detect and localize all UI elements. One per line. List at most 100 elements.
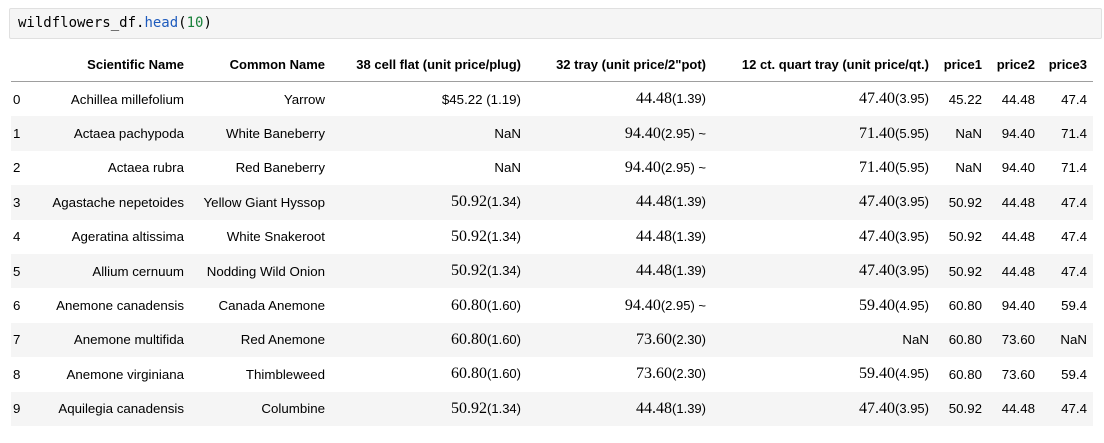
price1-cell: NaN	[935, 116, 988, 151]
price2-cell: 94.40	[1001, 160, 1035, 176]
price2-cell: 44.48	[988, 253, 1041, 289]
code-function: head	[144, 15, 179, 31]
flat-38-cell-unit-price: (1.60)	[487, 366, 521, 382]
price1-cell: 50.92	[948, 229, 982, 245]
price2-cell: 73.60	[988, 322, 1041, 358]
tray-32-cell-unit-price: (1.39)	[672, 194, 706, 210]
price3-cell: 47.4	[1041, 253, 1093, 289]
price2-cell: 44.48	[1001, 91, 1035, 107]
flat-38-cell: 50.92(1.34)	[331, 185, 527, 220]
quart-tray-12-cell: 47.40(3.95)	[712, 391, 935, 426]
tray-32-cell-price: 94.40	[624, 296, 661, 314]
tray-32-cell: 94.40(2.95) ~	[527, 116, 712, 151]
quart-tray-12-cell-price: 47.40	[859, 193, 896, 211]
code-dot: .	[136, 15, 145, 31]
quart-tray-12-cell-price: 47.40	[859, 90, 896, 108]
price2-cell: 94.40	[1001, 298, 1035, 314]
common-name-header: Common Name	[190, 48, 331, 82]
price3-cell: 71.4	[1061, 160, 1087, 176]
tray-32-cell: 44.48(1.39)	[527, 185, 712, 220]
flat-38-cell: NaN	[331, 116, 527, 151]
table-row: 5 Allium cernuum Nodding Wild Onion 50.92(1…	[11, 253, 1093, 289]
code-close-paren: )	[203, 15, 212, 31]
flat-38-cell-unit-price: (1.34)	[487, 194, 521, 210]
flat-38-cell-value: NaN	[494, 126, 521, 142]
flat-38-cell: 50.92(1.34)	[331, 391, 527, 426]
row-index: 3	[11, 185, 35, 220]
price2-cell: 94.40	[988, 116, 1041, 151]
flat-38-cell: 50.92(1.34)	[331, 253, 527, 289]
price2-cell: 44.48	[988, 185, 1041, 220]
quart-tray-12-cell-price: 47.40	[859, 227, 896, 245]
common-name-cell: White Baneberry	[190, 116, 331, 151]
tray-32-cell-price: 44.48	[636, 262, 673, 280]
code-cell-input[interactable]: wildflowers_df.head(10)	[9, 8, 1102, 39]
quart-tray-12-cell-unit-price: (5.95)	[895, 159, 929, 175]
quart-tray-12-cell: 47.40(3.95)	[712, 82, 935, 117]
tray-32-cell-unit-price: (2.30)	[672, 366, 706, 382]
tray-32-cell-unit-price: (2.95) ~	[660, 297, 706, 313]
flat-38-cell-price: 60.80	[451, 296, 488, 314]
common-name-cell: Nodding Wild Onion	[190, 253, 331, 289]
quart-tray-12-cell: 71.40(5.95)	[712, 151, 935, 185]
price2-header: price2	[988, 48, 1041, 82]
common-name-cell: White Snakeroot	[226, 229, 325, 245]
index-header	[11, 48, 35, 82]
price3-cell: 47.4	[1061, 229, 1087, 245]
common-name-cell: Yellow Giant Hyssop	[190, 185, 331, 220]
table-row: 9 Aquilegia canadensis Columbine 50.92(1.34…	[11, 391, 1093, 426]
row-index: 8	[13, 366, 21, 382]
price1-cell: 60.80	[935, 322, 988, 358]
scientific-name-header: Scientific Name	[35, 48, 190, 82]
quart-tray-12-cell-unit-price: (4.95)	[895, 366, 929, 382]
quart-tray-12-cell-unit-price: (3.95)	[895, 194, 929, 210]
quart-tray-12-cell: 47.40(3.95)	[712, 253, 935, 289]
tray-32-cell-unit-price: (1.39)	[672, 228, 706, 244]
flat-38-cell: $45.22 (1.19)	[331, 82, 527, 117]
common-name-cell: Red Baneberry	[235, 160, 325, 176]
tray-32-cell-price: 73.60	[636, 365, 673, 383]
tray-32-cell-unit-price: (1.39)	[672, 400, 706, 416]
quart-tray-12-cell-price: 47.40	[859, 399, 896, 417]
quart-tray-12-cell-price: 59.40	[859, 365, 896, 383]
table-row: 7 Anemone multifida Red Anemone 60.80(1.60)…	[11, 322, 1093, 358]
common-name-cell: Thimbleweed	[245, 366, 325, 382]
flat-38-cell-unit-price: (1.60)	[487, 297, 521, 313]
flat-38-cell-price: 60.80	[451, 365, 488, 383]
table-row: 4 Ageratina altissima White Snakeroot 50.92…	[11, 220, 1093, 254]
tray-32-cell-price: 73.60	[636, 330, 673, 348]
scientific-name-cell: Anemone virginiana	[66, 366, 184, 382]
row-index: 5	[11, 253, 35, 289]
code-open-paren: (	[178, 15, 187, 31]
flat-38-cell-price: 50.92	[451, 193, 488, 211]
flat-38-cell-price: 60.80	[451, 330, 488, 348]
price3-cell: 47.4	[1041, 185, 1093, 220]
price2-cell: 44.48	[1001, 229, 1035, 245]
tray-32-cell: 44.48(1.39)	[527, 220, 712, 254]
scientific-name-cell: Anemone canadensis	[56, 298, 184, 314]
scientific-name-cell: Allium cernuum	[35, 253, 190, 289]
row-index: 1	[11, 116, 35, 151]
price2-cell: 44.48	[988, 391, 1041, 426]
table-row: 8 Anemone virginiana Thimbleweed 60.80(1.60…	[11, 357, 1093, 391]
price1-cell: 45.22	[948, 91, 982, 107]
price3-cell: 71.4	[1041, 116, 1093, 151]
table-header-row: Scientific Name Common Name 38 cell flat (…	[11, 48, 1093, 82]
price1-cell: 60.80	[948, 298, 982, 314]
scientific-name-cell: Achillea millefolium	[70, 91, 184, 107]
quart-tray-12-cell: 59.40(4.95)	[712, 288, 935, 322]
quart-tray-12-cell-price: 71.40	[859, 158, 896, 176]
price1-cell: NaN	[955, 160, 982, 176]
scientific-name-cell: Actaea pachypoda	[35, 116, 190, 151]
row-index: 9	[11, 391, 35, 426]
flat-38-cell: 50.92(1.34)	[331, 220, 527, 254]
row-index: 7	[11, 322, 35, 358]
quart-tray-12-header: 12 ct. quart tray (unit price/qt.)	[712, 48, 935, 82]
tray-32-cell-unit-price: (2.30)	[672, 331, 706, 347]
price3-cell: NaN	[1041, 322, 1093, 358]
row-index: 4	[13, 229, 21, 245]
price3-cell: 47.4	[1061, 91, 1087, 107]
quart-tray-12-cell-unit-price: (3.95)	[895, 263, 929, 279]
scientific-name-cell: Actaea rubra	[107, 160, 184, 176]
common-name-cell: Canada Anemone	[218, 298, 325, 314]
